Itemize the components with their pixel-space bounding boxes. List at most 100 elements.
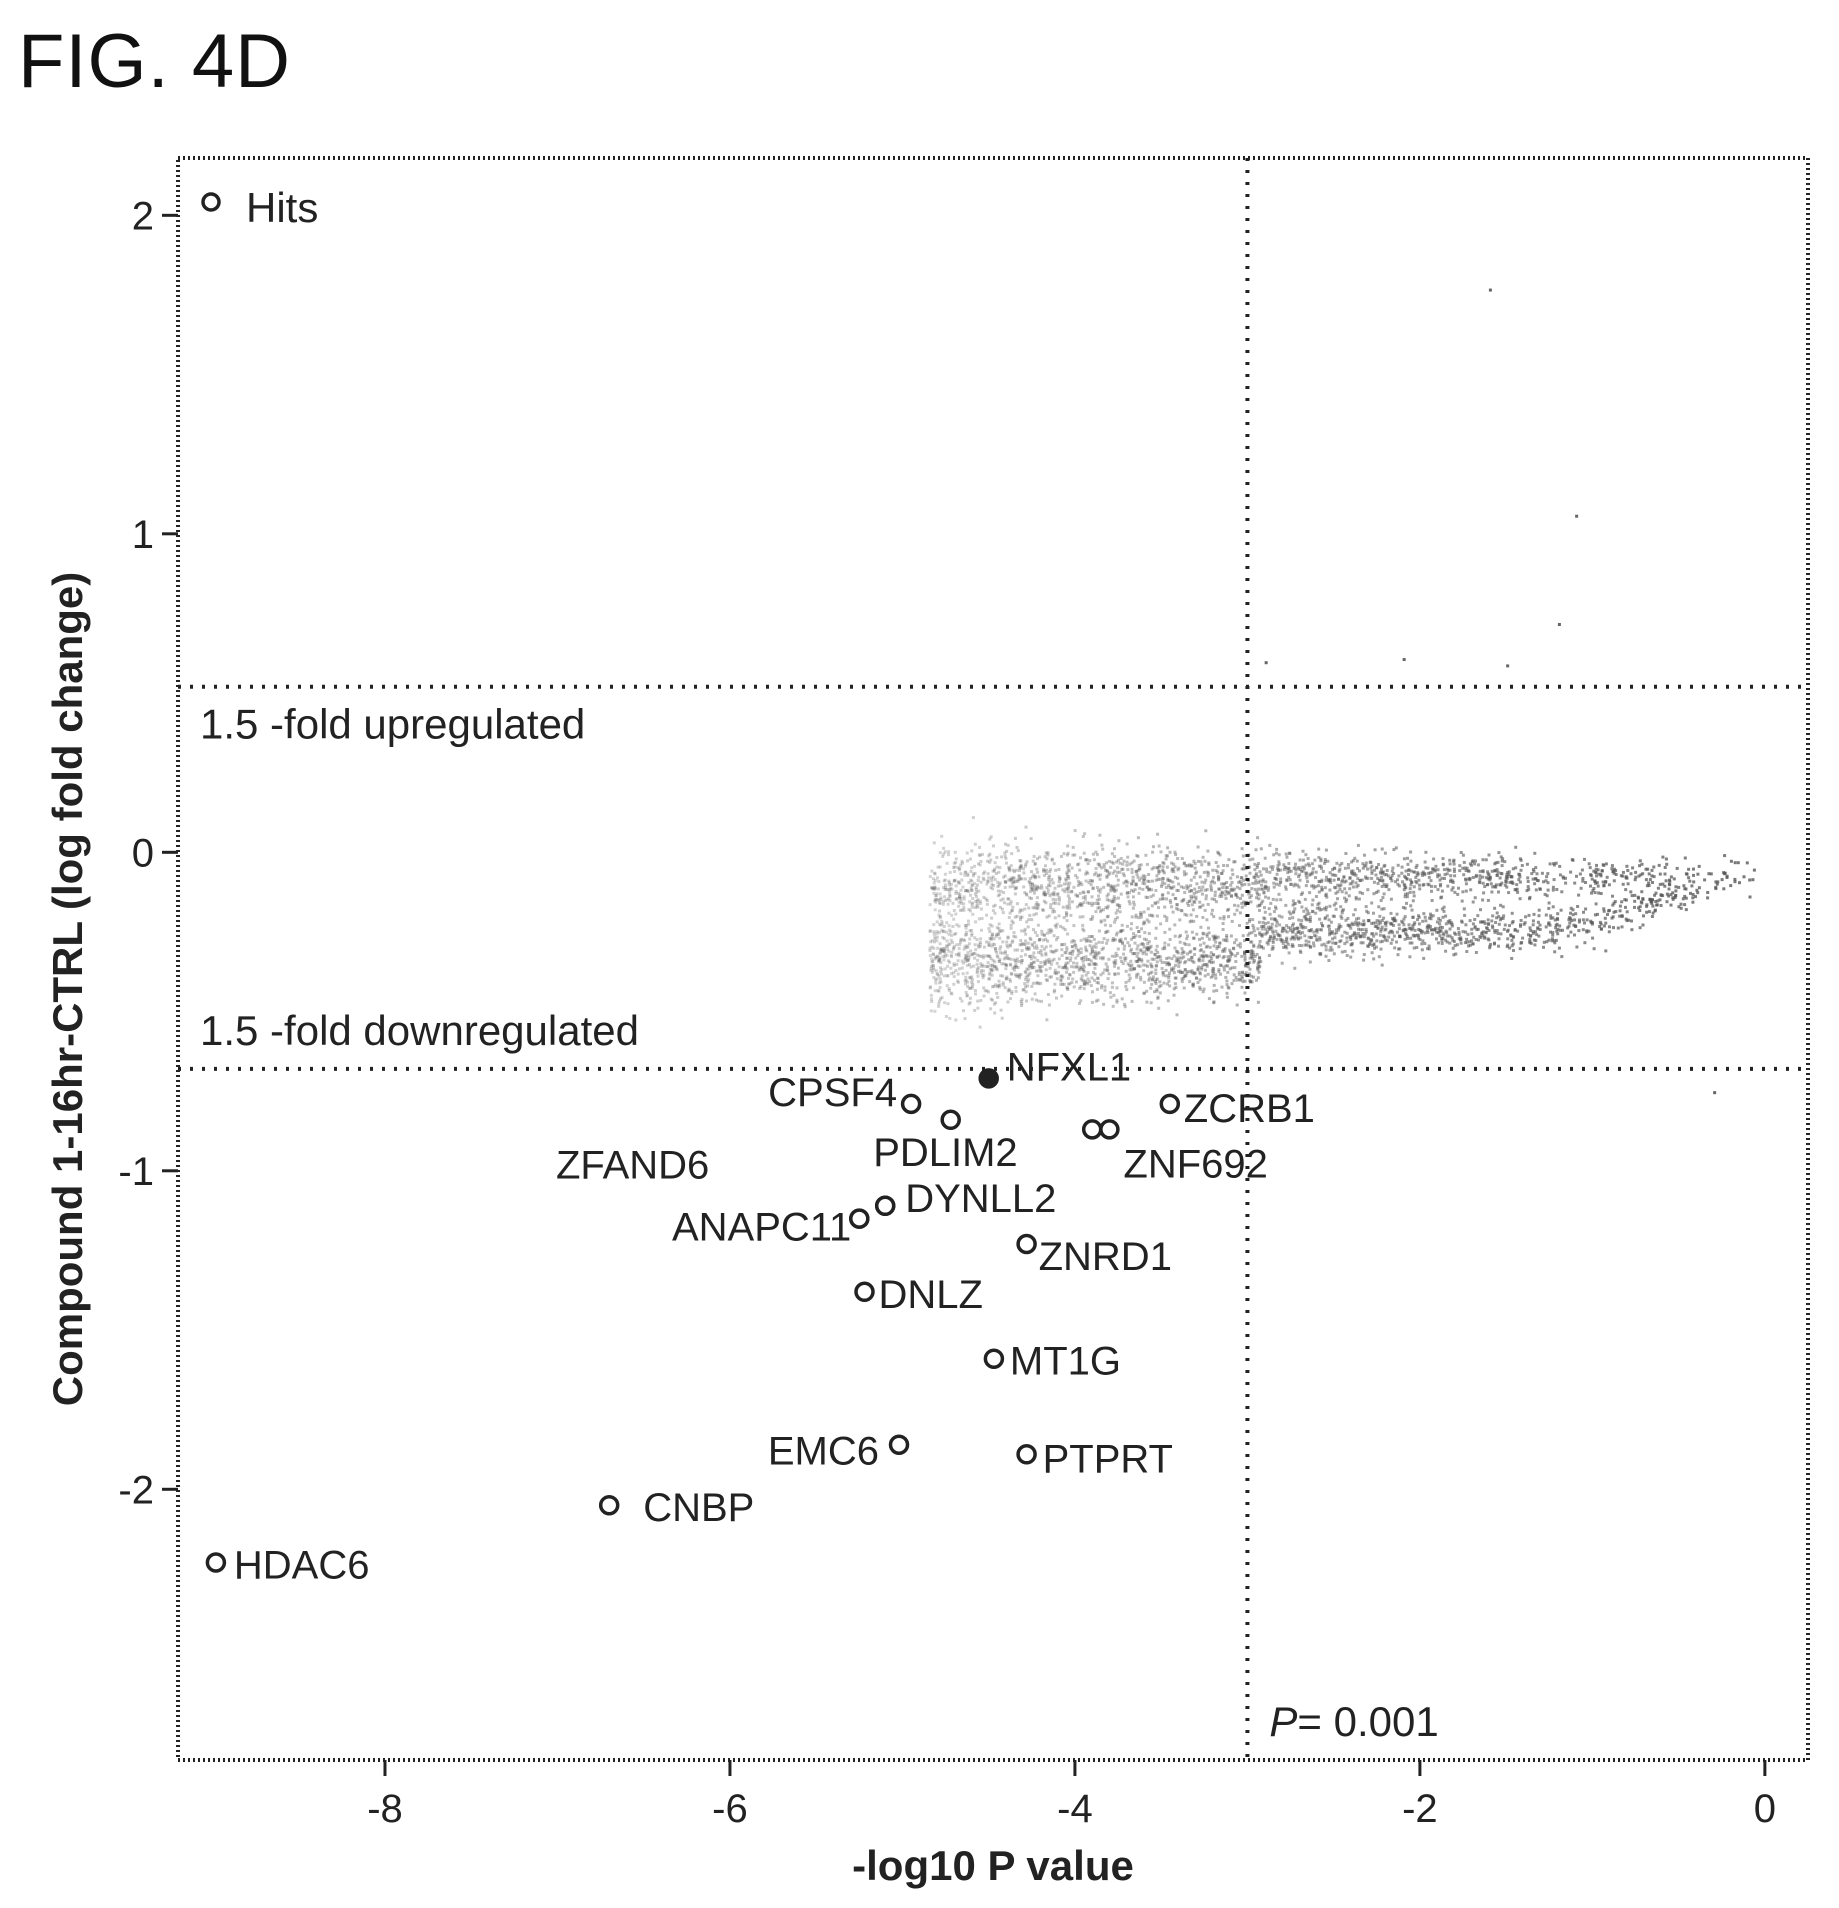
background-point xyxy=(1156,900,1160,904)
background-point xyxy=(1350,860,1354,864)
background-point xyxy=(965,889,969,893)
background-point xyxy=(1370,876,1374,880)
background-point xyxy=(995,926,999,930)
background-point xyxy=(1255,866,1259,869)
background-point xyxy=(1121,862,1125,866)
background-point xyxy=(1111,861,1115,865)
background-point xyxy=(1000,907,1004,911)
background-point xyxy=(1242,900,1246,904)
background-point xyxy=(1264,880,1268,884)
background-point xyxy=(1192,972,1196,976)
background-point xyxy=(1061,966,1064,970)
background-point xyxy=(1214,900,1218,904)
background-point xyxy=(1011,884,1015,888)
background-point xyxy=(972,952,976,956)
background-point xyxy=(953,865,957,869)
background-point xyxy=(1311,867,1315,871)
background-point xyxy=(1094,956,1098,960)
background-point xyxy=(949,886,953,890)
background-point xyxy=(1292,935,1296,939)
background-point xyxy=(1516,929,1520,933)
background-point xyxy=(970,953,974,957)
background-point xyxy=(1116,858,1120,862)
background-point xyxy=(1320,943,1324,947)
background-point xyxy=(1618,909,1622,913)
background-point xyxy=(1221,922,1225,925)
background-point xyxy=(1199,948,1203,952)
background-point xyxy=(958,881,962,885)
background-point xyxy=(957,967,961,971)
background-point xyxy=(1063,966,1067,970)
background-point xyxy=(1260,883,1263,887)
background-point xyxy=(1298,868,1302,871)
background-point xyxy=(1164,886,1168,889)
background-point xyxy=(1134,934,1138,938)
background-point xyxy=(1462,907,1466,911)
background-point xyxy=(1019,859,1023,863)
background-point xyxy=(1337,925,1341,929)
background-point xyxy=(1167,943,1171,947)
background-point xyxy=(933,1009,937,1013)
background-point xyxy=(1490,890,1494,894)
background-point xyxy=(1429,925,1432,928)
background-point xyxy=(1211,868,1215,872)
background-point xyxy=(1193,887,1197,891)
background-point xyxy=(1003,951,1007,955)
background-point xyxy=(1204,945,1208,949)
background-point xyxy=(1308,918,1312,922)
background-point xyxy=(963,979,967,983)
background-point xyxy=(1650,874,1654,878)
background-point xyxy=(1415,863,1419,867)
background-point xyxy=(1282,863,1286,867)
background-point xyxy=(1488,288,1492,292)
background-point xyxy=(948,888,952,891)
background-point xyxy=(1067,982,1071,986)
background-point xyxy=(1374,873,1378,877)
background-point xyxy=(1481,930,1485,934)
background-point xyxy=(958,895,961,899)
background-point xyxy=(957,954,961,958)
background-point xyxy=(1346,923,1350,927)
background-point xyxy=(1074,943,1078,947)
background-point xyxy=(1179,933,1182,937)
background-point xyxy=(954,890,958,893)
background-point xyxy=(1235,908,1239,912)
background-point xyxy=(994,983,998,987)
background-point xyxy=(1251,881,1255,885)
background-point xyxy=(1624,898,1628,902)
background-point xyxy=(1531,923,1535,927)
background-point xyxy=(1226,970,1230,974)
background-point xyxy=(980,964,983,968)
background-point xyxy=(930,869,934,873)
background-point xyxy=(1575,945,1579,949)
background-point xyxy=(1177,882,1181,886)
background-point xyxy=(1220,890,1224,894)
background-point xyxy=(964,926,968,930)
background-point xyxy=(990,967,994,971)
background-point xyxy=(946,1002,950,1006)
background-point xyxy=(1057,970,1060,974)
background-point xyxy=(1007,916,1011,919)
background-point xyxy=(1193,862,1197,866)
background-point xyxy=(949,938,953,942)
background-point xyxy=(1076,894,1080,898)
background-point xyxy=(976,999,980,1003)
background-point xyxy=(1025,946,1028,950)
background-point xyxy=(1640,890,1644,894)
background-point xyxy=(1578,918,1581,922)
background-point xyxy=(985,913,989,917)
background-point xyxy=(1107,859,1111,863)
background-point xyxy=(1051,910,1055,914)
background-point xyxy=(1433,928,1436,932)
background-point xyxy=(1531,877,1535,881)
background-point xyxy=(933,871,937,875)
background-point xyxy=(1277,853,1281,857)
background-point xyxy=(1688,879,1692,883)
background-point xyxy=(1372,942,1376,946)
hit-label: DNLZ xyxy=(879,1273,983,1317)
background-point xyxy=(1362,953,1366,956)
background-point xyxy=(1018,869,1021,873)
background-point xyxy=(1268,843,1272,847)
background-point xyxy=(1009,963,1013,967)
background-point xyxy=(1297,866,1301,869)
